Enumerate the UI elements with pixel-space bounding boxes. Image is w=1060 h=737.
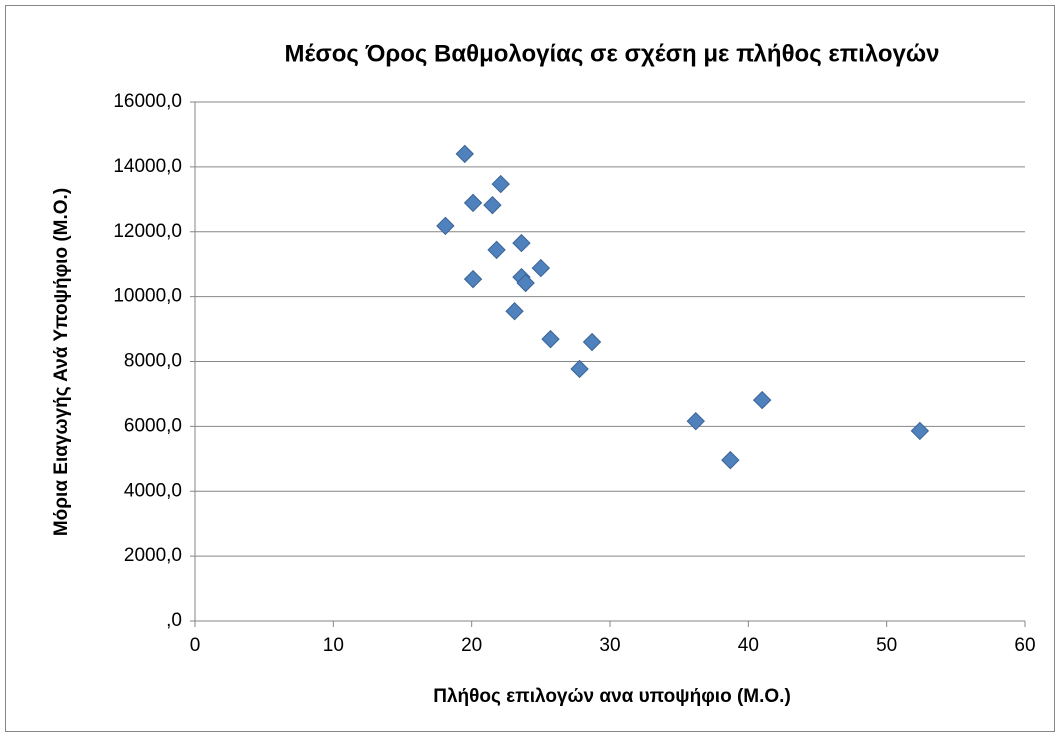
point [491,174,510,194]
point [516,273,535,293]
x-axis-label: Πλήθος επιλογών ανα υποψήφιο (Μ.Ο.) [433,686,791,707]
y-tick-label: ,0 [166,610,182,631]
point [531,258,551,278]
x-tick-label: 20 [461,635,482,656]
y-tick-label: 6000,0 [124,415,182,436]
chart-border [5,5,1055,732]
point [541,329,560,349]
y-tick-label: 2000,0 [124,545,182,566]
y-tick-label: 4000,0 [124,480,182,501]
point [752,390,772,410]
point [483,195,502,215]
point [436,216,455,236]
point [455,144,474,164]
point [512,233,531,253]
y-tick-label: 16000,0 [113,91,182,112]
x-tick-label: 50 [876,635,897,656]
y-axis-label: Μόρια Ειαγωγής Ανά Υποψήφιο (Μ.Ο.) [51,188,72,536]
point [505,302,524,321]
y-tick-label: 14000,0 [113,156,182,177]
x-tick-label: 40 [738,635,759,656]
y-tick-label: 12000,0 [113,221,182,242]
point [582,332,602,352]
chart-title: Μέσος Όρος Βαθμολογίας σε σχέση με πλήθο… [285,40,940,67]
point [570,359,589,379]
point [487,240,506,260]
point [686,411,705,431]
point [721,450,740,470]
y-tick-label: 10000,0 [113,286,182,307]
point [463,269,483,289]
y-tick-label: 8000,0 [124,351,182,372]
x-tick-label: 0 [190,635,201,656]
x-tick-label: 60 [1014,635,1035,656]
point [463,193,483,213]
x-tick-label: 10 [323,635,344,656]
x-tick-label: 30 [599,635,620,656]
point [910,421,930,441]
